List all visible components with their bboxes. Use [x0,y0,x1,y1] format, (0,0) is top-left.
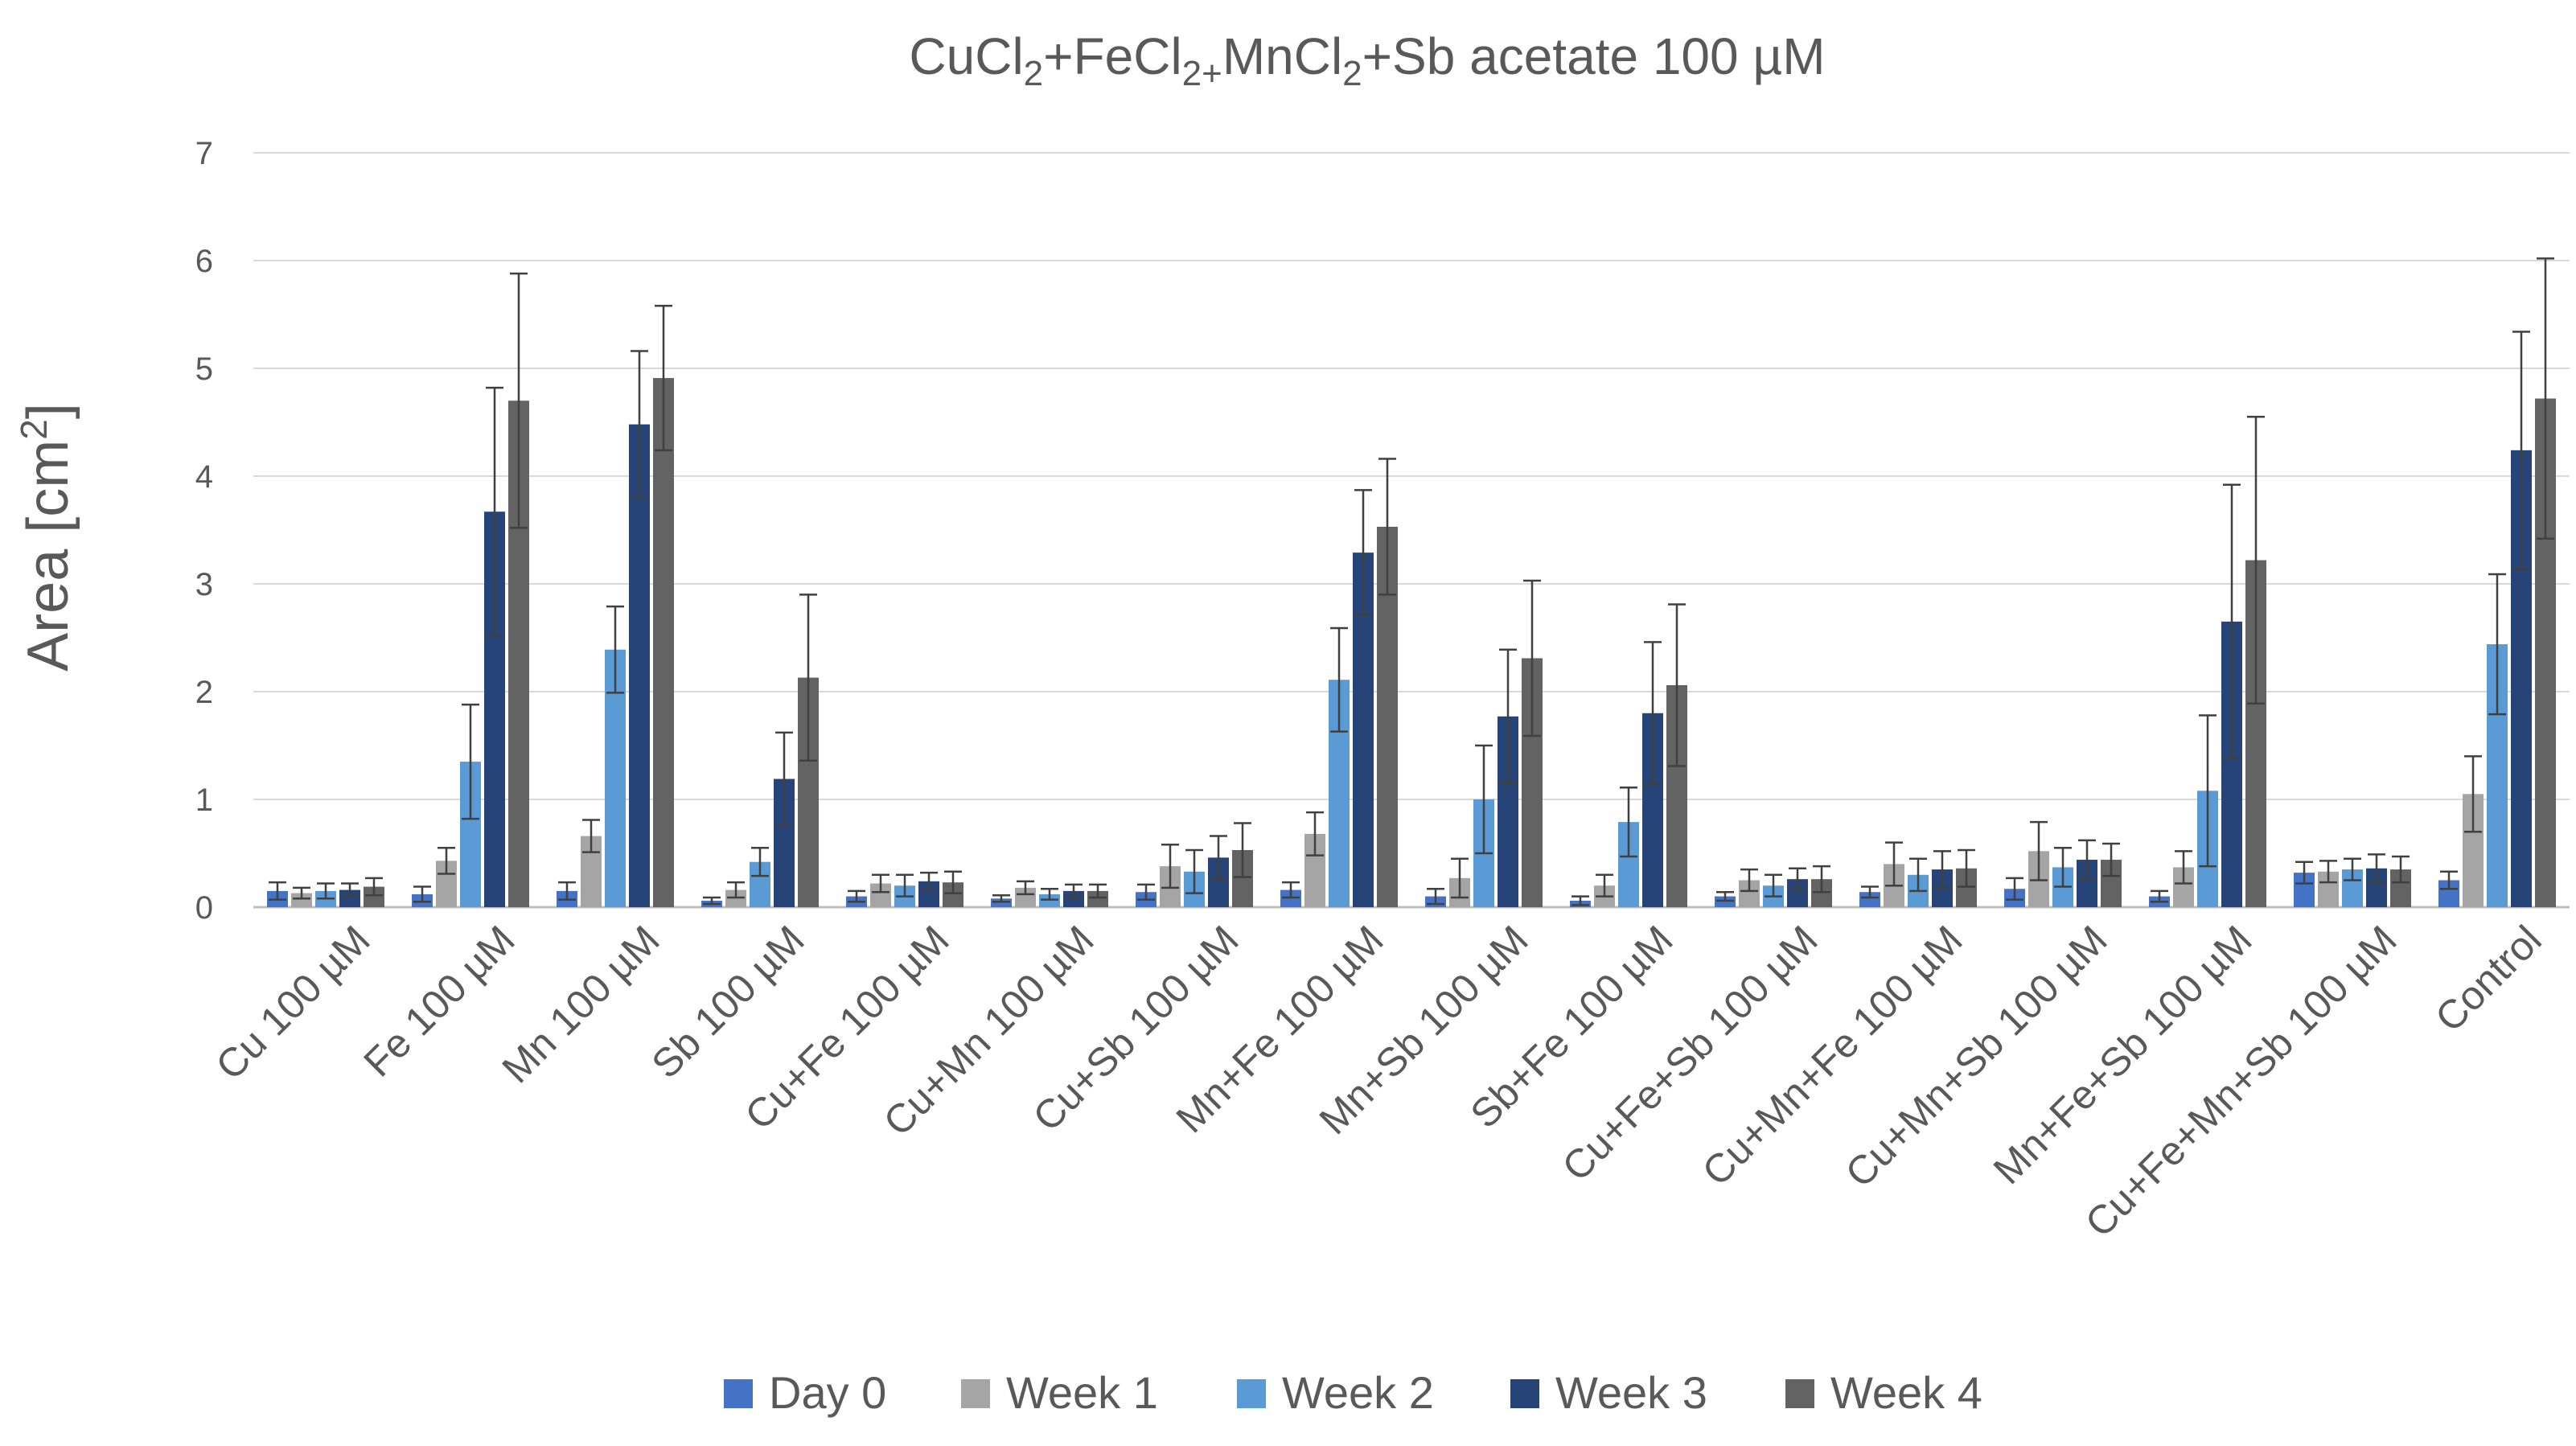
bars [267,378,2556,907]
x-tick-label: Cu+Mn+Fe 100 µM [1694,917,1971,1194]
y-tick-label: 4 [195,459,213,495]
bar-day-0-11 [1859,892,1880,907]
y-axis-ticks: 0 1 2 3 4 5 6 7 [195,136,213,926]
y-tick-label: 2 [195,675,213,710]
legend-label: Week 1 [1006,1367,1158,1418]
legend-swatch-week-3 [1510,1379,1539,1408]
chart-title: CuCl2+FeCl2+MnCl2+Sb acetate 100 µM [909,27,1825,93]
bar-week-4-2 [653,378,674,907]
bar-week-1-3 [725,889,746,907]
y-tick-label: 1 [195,783,213,818]
legend-label: Week 2 [1282,1367,1434,1418]
y-tick-label: 0 [195,890,213,926]
x-tick-label: Mn 100 µM [494,917,668,1091]
legend-label: Week 3 [1555,1367,1707,1418]
legend: Day 0 Week 1 Week 2 Week 3 Week 4 [724,1367,1982,1418]
y-tick-label: 5 [195,351,213,387]
bar-week-3-2 [629,424,650,907]
legend-swatch-day-0 [724,1379,753,1408]
x-tick-label: Cu+Fe+Sb 100 µM [1554,917,1826,1189]
bar-week-3-0 [339,889,360,907]
bar-day-0-5 [991,898,1012,907]
bar-day-0-7 [1280,889,1301,907]
y-tick-label: 3 [195,567,213,602]
bar-week-4-5 [1087,890,1108,907]
legend-swatch-week-2 [1237,1379,1266,1408]
y-axis-label: Area [cm2] [13,403,80,672]
legend-swatch-week-4 [1785,1379,1814,1408]
bar-week-2-5 [1039,893,1060,907]
y-tick-label: 6 [195,244,213,279]
y-tick-label: 7 [195,136,213,171]
x-tick-label: Cu 100 µM [207,917,379,1088]
x-tick-label: Control [2426,917,2550,1041]
bar-day-0-10 [1715,896,1736,907]
bar-week-3-5 [1063,890,1084,907]
error-bars [269,257,2554,906]
x-tick-label: Cu+Mn+Sb 100 µM [1837,917,2116,1196]
legend-label: Day 0 [769,1367,886,1418]
legend-label: Week 4 [1830,1367,1982,1418]
bar-week-1-0 [291,893,312,907]
x-tick-label: Mn+Fe+Sb 100 µM [1985,917,2261,1193]
legend-swatch-week-1 [961,1379,990,1408]
